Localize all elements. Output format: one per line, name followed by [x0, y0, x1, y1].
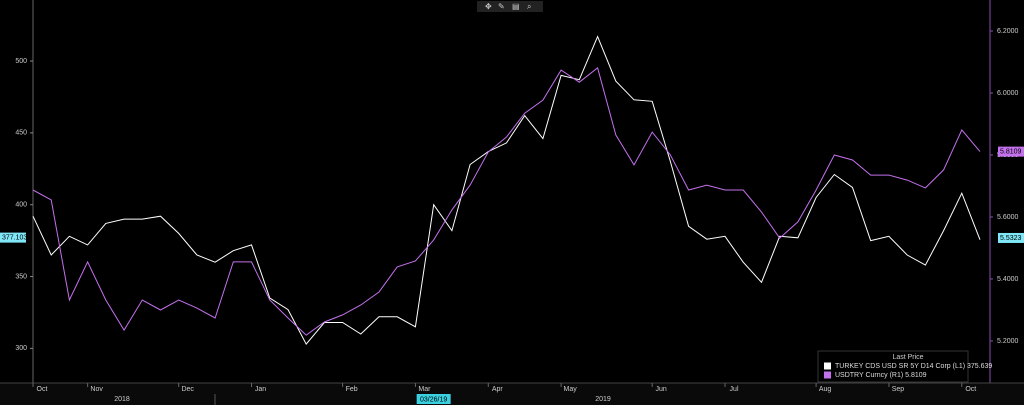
y-tick-label: 450: [15, 130, 27, 137]
year-label: 2019: [595, 396, 611, 403]
year-label: 2018: [114, 396, 130, 403]
legend-label: USDTRY Curncy (R1) 5.8109: [835, 372, 927, 379]
y2-tick-label: 5.2000: [997, 338, 1019, 345]
legend-swatch: [824, 362, 831, 370]
crosshair-label: 03/26/19: [420, 396, 447, 403]
toolbar: ✥ ✎ ▤ ⌕: [477, 1, 543, 12]
y2-tick-label: 5.4000: [997, 276, 1019, 283]
x-tick-label: Aug: [819, 386, 832, 393]
toolbar-bg: [477, 1, 543, 12]
series-line: [32, 67, 981, 336]
tool-icon[interactable]: ✥: [485, 2, 492, 11]
x-tick-label: May: [564, 386, 578, 393]
legend-label: TURKEY CDS USD SR 5Y D14 Corp (L1) 375.6…: [835, 363, 992, 370]
y2-tick-label: 5.6000: [997, 214, 1019, 221]
x-tick-label: Nov: [90, 386, 103, 393]
crosshair-tag: [416, 394, 451, 404]
series-line: [32, 35, 981, 345]
x-tick-label: Oct: [37, 386, 48, 393]
y-tick-label: 500: [15, 58, 27, 65]
x-tick-label: Jul: [730, 386, 739, 393]
y-tick-label: 400: [15, 202, 27, 209]
last-price-label: 377.103: [2, 234, 27, 241]
x-tick-label: Oct: [965, 386, 976, 393]
x-tick-label: Mar: [418, 386, 431, 393]
tool-icon[interactable]: ▤: [512, 2, 520, 11]
legend-title: Last Price: [892, 354, 923, 361]
y-tick-label: 300: [15, 345, 27, 352]
last-price-tag: [998, 146, 1024, 157]
x-tick-label: Apr: [492, 386, 504, 393]
x-tick-label: Jun: [656, 386, 667, 393]
y-tick-label: 350: [15, 273, 27, 280]
last-price-tag: [998, 232, 1024, 243]
legend: Last Price TURKEY CDS USD SR 5Y D14 Corp …: [817, 350, 992, 383]
last-price-label: 5.8109: [1000, 148, 1022, 155]
y2-tick-label: 6.0000: [997, 90, 1019, 97]
x-tick-label: Sep: [892, 386, 905, 393]
legend-bg: [817, 350, 969, 383]
tool-icon[interactable]: ⌕: [527, 2, 531, 11]
legend-swatch: [824, 371, 831, 379]
x-tick-label: Dec: [181, 386, 194, 393]
x-axis-band: [0, 383, 1024, 405]
tool-icon[interactable]: ✎: [498, 2, 505, 11]
x-tick-label: Jan: [255, 386, 266, 393]
last-price-tag: [0, 232, 26, 243]
x-tick-label: Feb: [346, 386, 358, 393]
last-price-label: 5.5323: [1000, 235, 1022, 242]
y2-tick-label: 6.2000: [997, 28, 1019, 35]
